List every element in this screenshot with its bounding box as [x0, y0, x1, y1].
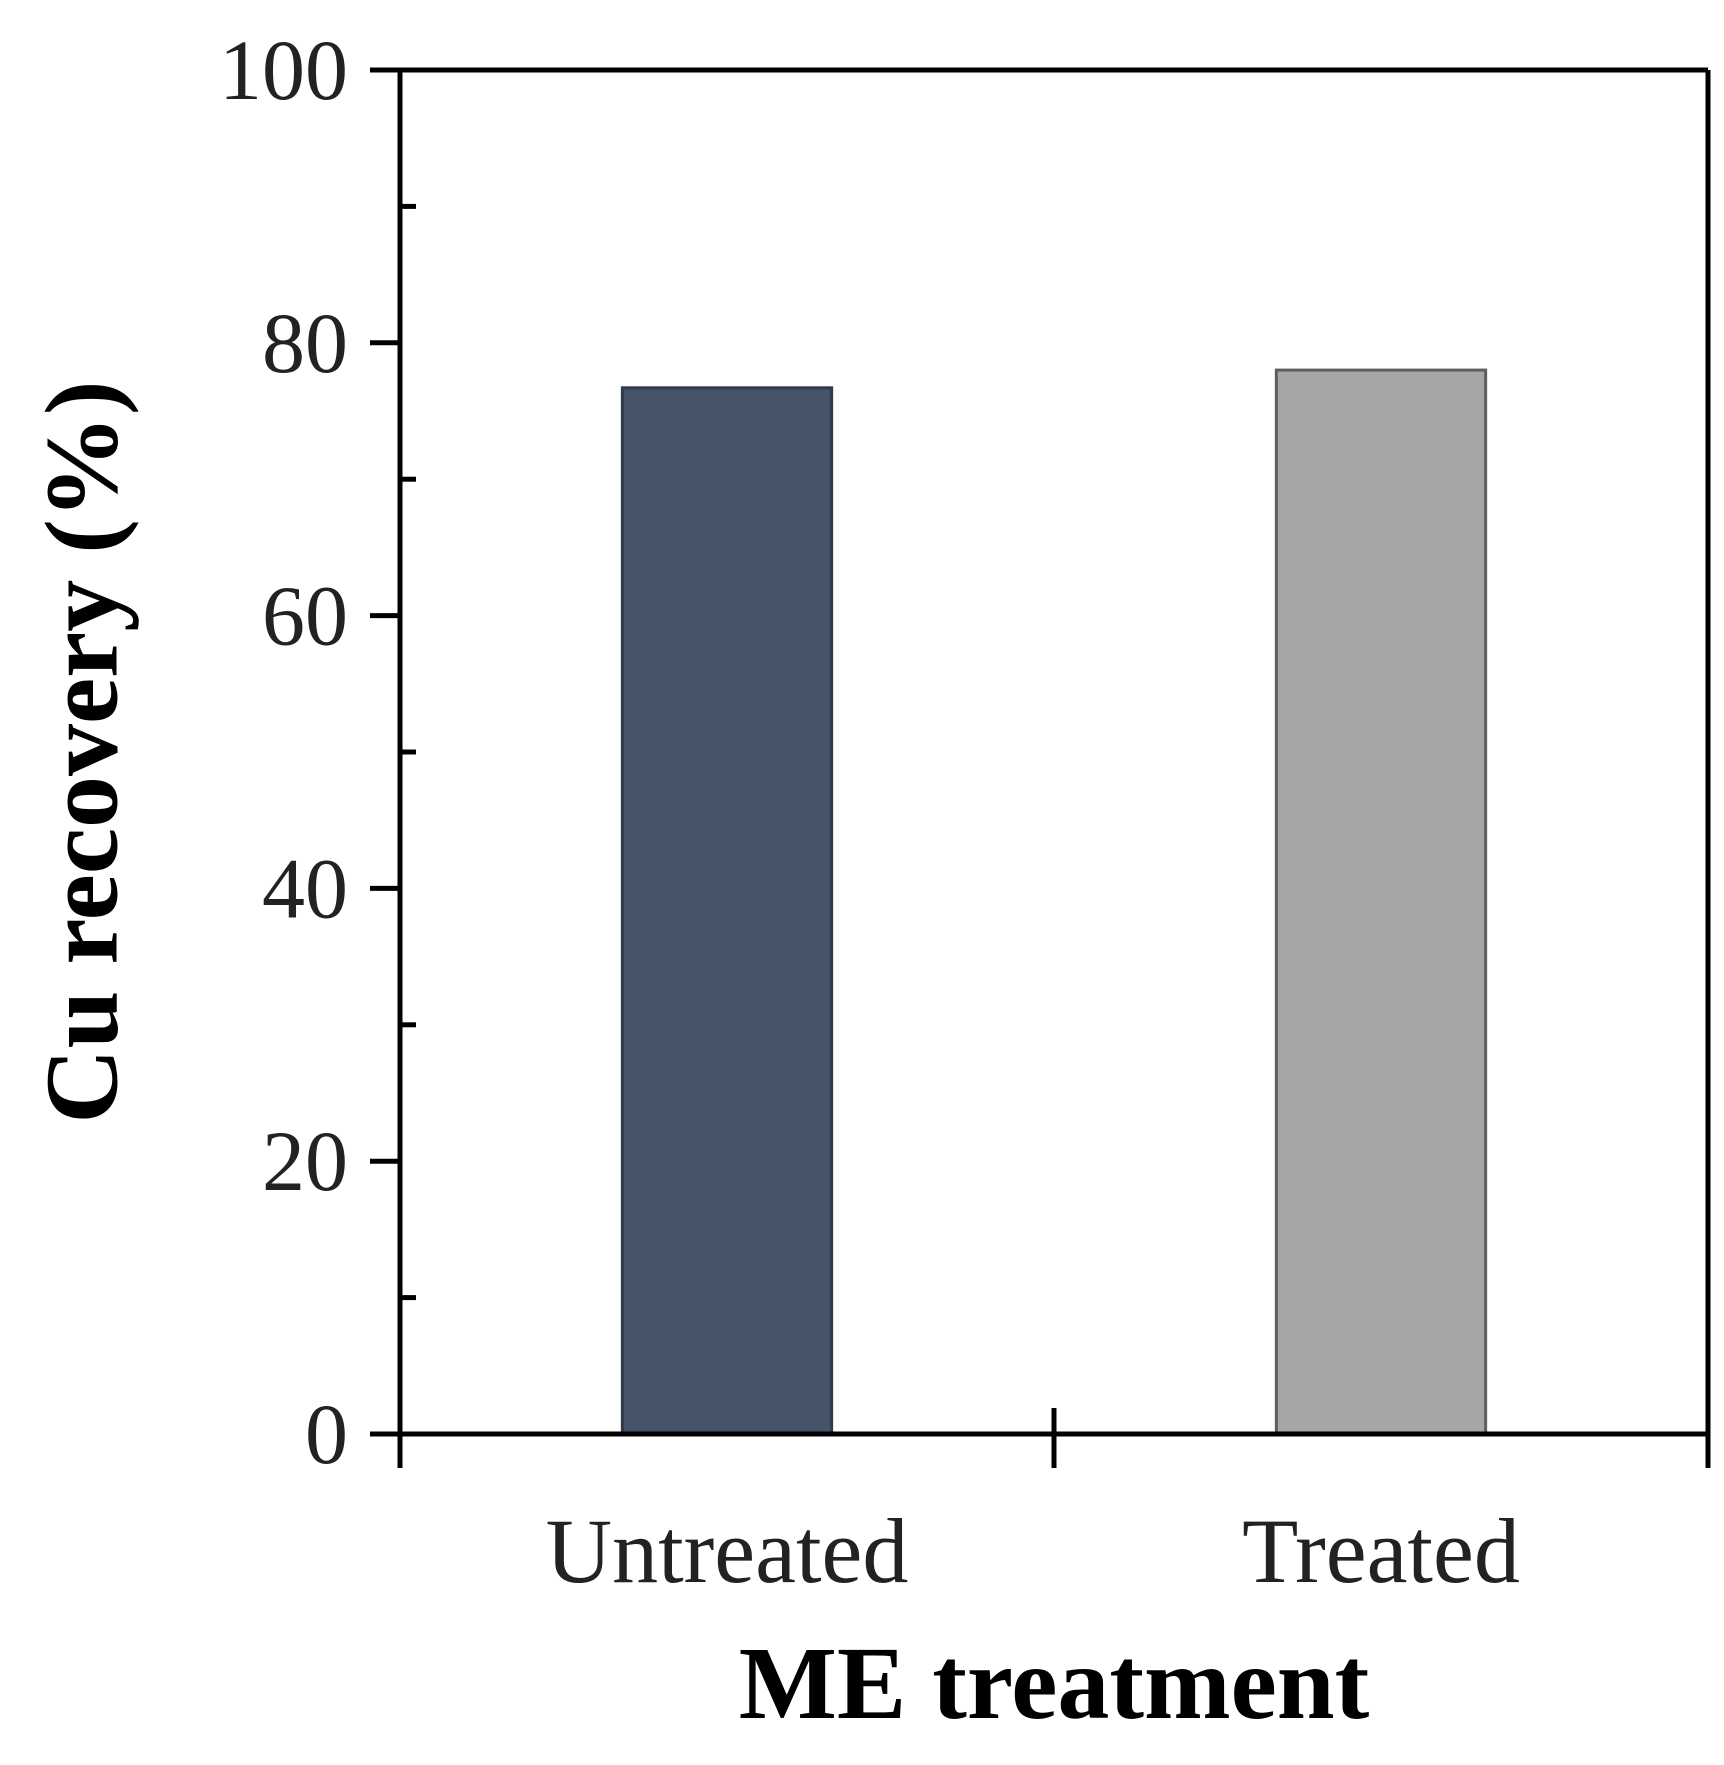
bars-layer	[620, 368, 1488, 1436]
y-tick-label: 80	[262, 295, 348, 391]
y-tick-label: 100	[219, 22, 348, 118]
axes-layer	[397, 67, 1711, 1437]
labels-layer: 0 20 40 60 80 100 Untreated Treated	[219, 22, 1520, 1602]
y-tick-label: 0	[305, 1386, 348, 1482]
y-tick-label: 60	[262, 568, 348, 664]
bar-untreated	[620, 386, 834, 1436]
y-axis-title: Cu recovery (%)	[25, 380, 140, 1123]
bar-treated	[1274, 368, 1488, 1436]
ticks-layer	[370, 67, 1711, 1468]
y-tick-label: 20	[262, 1113, 348, 1209]
y-tick-label: 40	[262, 840, 348, 936]
x-category-label: Treated	[1242, 1500, 1520, 1602]
x-category-label: Untreated	[546, 1500, 909, 1602]
x-axis-title: ME treatment	[739, 1626, 1370, 1741]
